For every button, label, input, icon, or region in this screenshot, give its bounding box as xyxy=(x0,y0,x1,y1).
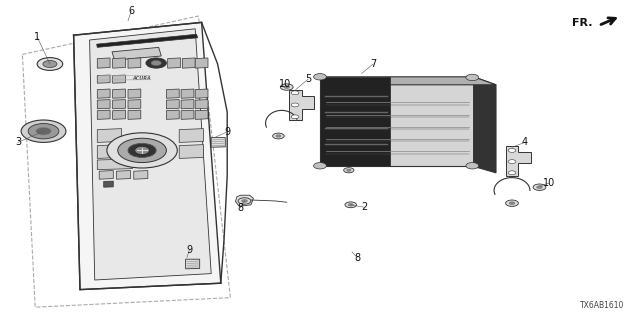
Circle shape xyxy=(508,148,516,152)
Circle shape xyxy=(291,115,299,119)
Circle shape xyxy=(28,124,59,139)
Polygon shape xyxy=(134,171,148,179)
Circle shape xyxy=(21,120,66,142)
Text: 10: 10 xyxy=(543,178,556,188)
Circle shape xyxy=(146,58,166,68)
Text: FR.: FR. xyxy=(572,18,593,28)
Circle shape xyxy=(43,60,57,68)
Circle shape xyxy=(136,147,148,154)
Circle shape xyxy=(238,198,251,204)
Polygon shape xyxy=(128,58,141,68)
Circle shape xyxy=(128,143,156,157)
Polygon shape xyxy=(320,77,496,85)
Polygon shape xyxy=(195,89,208,98)
Polygon shape xyxy=(128,100,141,109)
Circle shape xyxy=(466,163,479,169)
Polygon shape xyxy=(186,259,200,269)
Circle shape xyxy=(273,133,284,139)
Circle shape xyxy=(151,60,161,66)
Circle shape xyxy=(508,160,516,164)
Polygon shape xyxy=(195,100,208,109)
Circle shape xyxy=(36,127,51,135)
Text: ACURA: ACURA xyxy=(132,76,152,81)
Polygon shape xyxy=(97,110,110,119)
Text: 8: 8 xyxy=(354,252,360,263)
Polygon shape xyxy=(116,171,131,179)
Polygon shape xyxy=(320,77,474,166)
Circle shape xyxy=(508,171,516,175)
Text: 4: 4 xyxy=(522,137,528,148)
Polygon shape xyxy=(90,29,211,280)
Polygon shape xyxy=(181,110,194,119)
Circle shape xyxy=(276,135,281,137)
Polygon shape xyxy=(182,58,195,68)
Text: 1: 1 xyxy=(34,32,40,42)
Circle shape xyxy=(533,184,546,190)
Polygon shape xyxy=(168,58,180,68)
Circle shape xyxy=(348,204,353,206)
Circle shape xyxy=(346,169,351,172)
Circle shape xyxy=(314,163,326,169)
Polygon shape xyxy=(113,75,125,83)
Polygon shape xyxy=(113,58,125,68)
Polygon shape xyxy=(113,89,125,98)
Text: 2: 2 xyxy=(362,202,368,212)
Circle shape xyxy=(291,103,299,107)
Circle shape xyxy=(314,74,326,80)
Circle shape xyxy=(506,200,518,206)
Polygon shape xyxy=(128,110,141,119)
Polygon shape xyxy=(179,145,204,158)
Text: 9: 9 xyxy=(186,244,193,255)
Polygon shape xyxy=(166,100,179,109)
Polygon shape xyxy=(97,89,110,98)
Circle shape xyxy=(344,168,354,173)
Polygon shape xyxy=(97,58,110,68)
Polygon shape xyxy=(97,100,110,109)
Polygon shape xyxy=(99,171,113,179)
Text: 6: 6 xyxy=(128,6,134,16)
Polygon shape xyxy=(128,89,141,98)
Polygon shape xyxy=(97,34,198,47)
Polygon shape xyxy=(195,110,208,119)
Text: TX6AB1610: TX6AB1610 xyxy=(580,301,624,310)
Polygon shape xyxy=(112,47,161,60)
Polygon shape xyxy=(113,100,125,109)
Polygon shape xyxy=(211,138,225,147)
Circle shape xyxy=(509,202,515,205)
Circle shape xyxy=(466,74,479,81)
Text: 5: 5 xyxy=(305,74,311,84)
Polygon shape xyxy=(97,75,110,83)
Circle shape xyxy=(37,58,63,70)
Polygon shape xyxy=(97,145,122,158)
Polygon shape xyxy=(236,195,253,206)
Polygon shape xyxy=(474,77,496,173)
Text: 3: 3 xyxy=(15,137,21,148)
Circle shape xyxy=(107,133,177,168)
Circle shape xyxy=(284,86,290,89)
Polygon shape xyxy=(166,89,179,98)
Polygon shape xyxy=(74,22,221,290)
Polygon shape xyxy=(104,181,113,187)
Circle shape xyxy=(118,138,166,163)
Circle shape xyxy=(280,84,293,90)
Polygon shape xyxy=(97,129,122,142)
Text: 8: 8 xyxy=(237,203,243,213)
Polygon shape xyxy=(195,58,208,68)
Polygon shape xyxy=(289,90,314,120)
Text: 7: 7 xyxy=(370,59,376,69)
Polygon shape xyxy=(113,110,125,119)
Circle shape xyxy=(345,202,356,208)
Polygon shape xyxy=(320,77,390,166)
Polygon shape xyxy=(506,146,531,176)
Polygon shape xyxy=(166,110,179,119)
Polygon shape xyxy=(181,100,194,109)
Text: 10: 10 xyxy=(278,79,291,89)
Circle shape xyxy=(291,91,299,95)
Polygon shape xyxy=(181,89,194,98)
Polygon shape xyxy=(97,159,132,170)
Polygon shape xyxy=(179,129,204,142)
Text: 9: 9 xyxy=(224,127,230,137)
Circle shape xyxy=(536,186,543,189)
Circle shape xyxy=(242,200,248,203)
